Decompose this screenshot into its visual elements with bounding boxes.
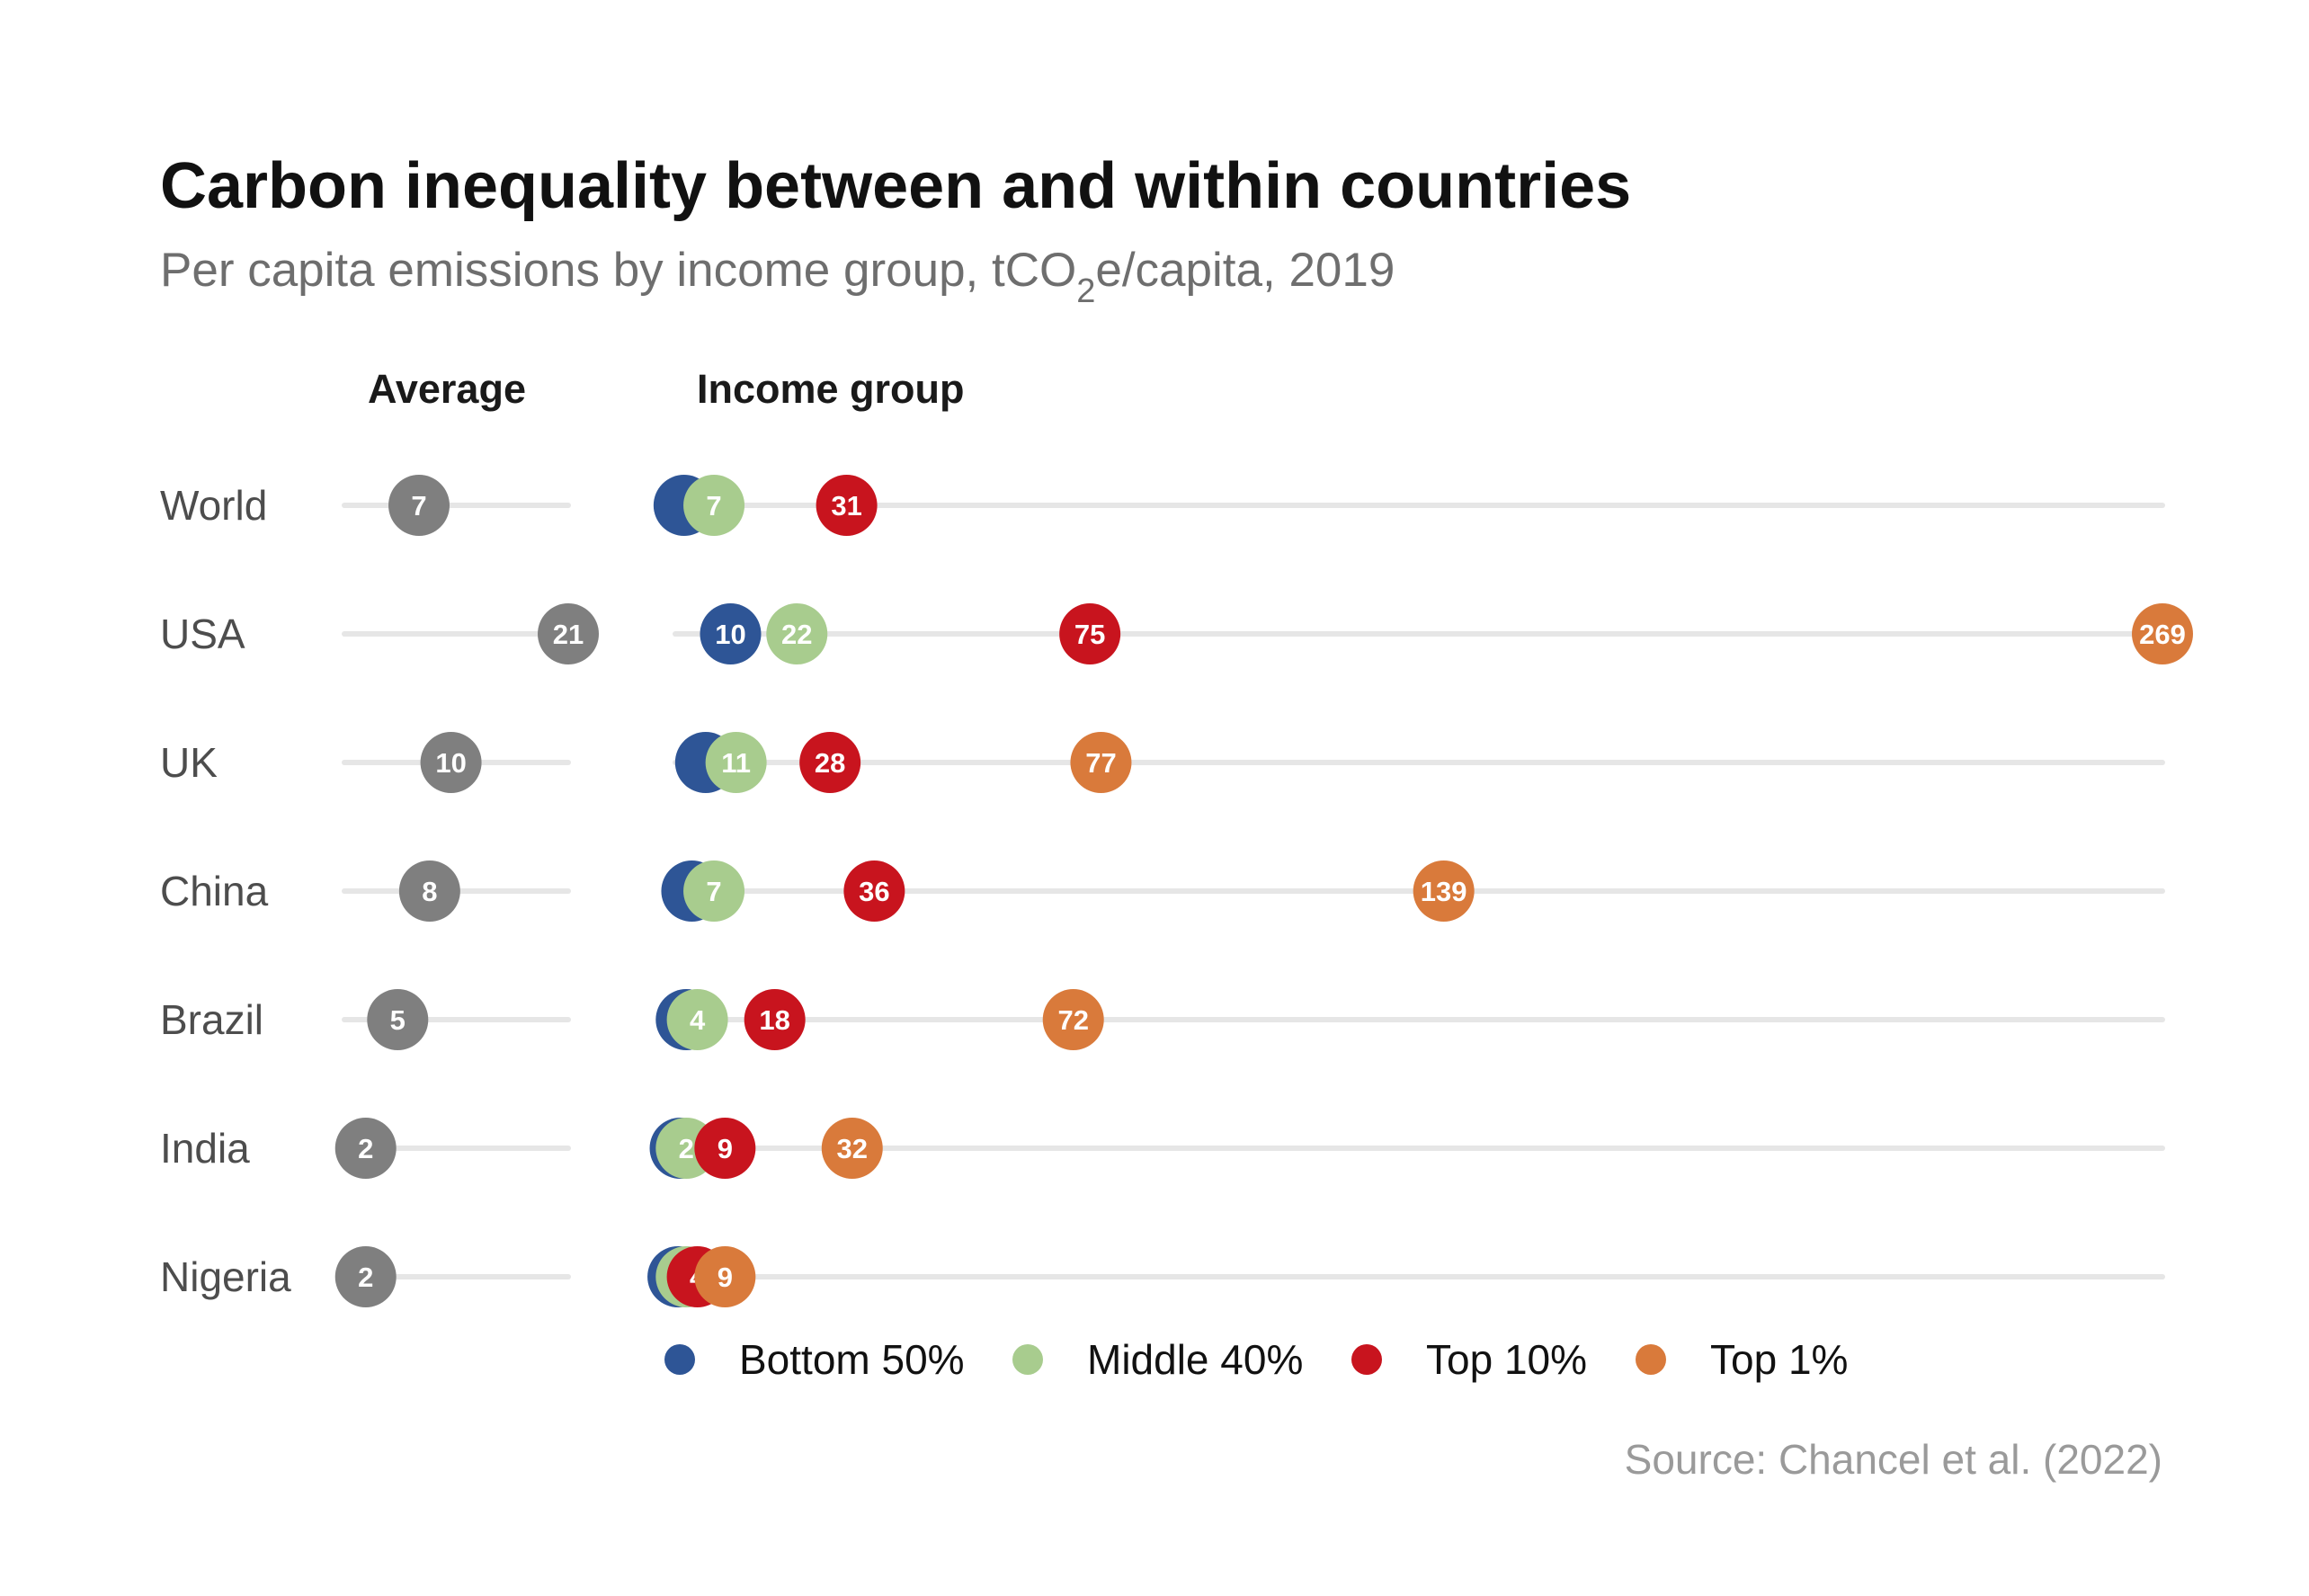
legend-swatch xyxy=(1012,1344,1043,1375)
chart-row-usa: USA 21 10 22 75 269 xyxy=(160,603,2193,664)
average-dot-label: 5 xyxy=(390,1004,406,1036)
legend-label: Top 1% xyxy=(1710,1336,1848,1383)
top10-dot-label: 31 xyxy=(831,490,861,522)
middle40-dot-label: 11 xyxy=(721,747,751,779)
chart-row-nigeria: Nigeria2249 xyxy=(160,1246,2165,1307)
average-dot-label: 21 xyxy=(553,619,584,650)
legend-item-top10: Top 10% xyxy=(1351,1336,1587,1383)
average-dot-label: 2 xyxy=(358,1262,373,1293)
middle40-dot-label: 7 xyxy=(706,876,721,907)
bottom50-dot xyxy=(700,603,762,664)
middle40-dot-label: 2 xyxy=(679,1133,694,1164)
average-dot xyxy=(538,603,599,664)
chart-subtitle: Per capita emissions by income group, tC… xyxy=(160,244,1395,310)
average-dot-label: 10 xyxy=(435,747,466,779)
subtitle-prefix: Per capita emissions by income group, tC… xyxy=(160,244,1076,297)
legend-item-middle40: Middle 40% xyxy=(1012,1336,1303,1383)
middle40-dot-label: 7 xyxy=(706,490,721,522)
income-group-header: Income group xyxy=(697,366,965,412)
top10-dot xyxy=(694,1118,756,1179)
country-label: Nigeria xyxy=(160,1253,291,1300)
top1-dot xyxy=(821,1118,883,1179)
country-label: China xyxy=(160,868,269,914)
average-dot-label: 7 xyxy=(411,490,426,522)
legend-item-top1: Top 1% xyxy=(1636,1336,1848,1383)
country-label: UK xyxy=(160,739,218,786)
average-dot xyxy=(420,732,482,793)
country-label: Brazil xyxy=(160,996,263,1043)
legend-swatch xyxy=(1636,1344,1666,1375)
average-dot xyxy=(334,1246,397,1307)
top10-dot-label: 28 xyxy=(815,747,845,779)
middle40-dot xyxy=(705,732,767,793)
average-dot-label: 2 xyxy=(358,1133,373,1164)
top1-dot-label: 32 xyxy=(837,1133,868,1164)
country-label: India xyxy=(160,1125,250,1172)
middle40-dot-label: 22 xyxy=(781,619,812,650)
chart-row-uk: UK 10 11 28 77 xyxy=(160,732,2165,793)
chart-row-world: World 7 7 31 xyxy=(160,475,2165,536)
legend-item-bottom50: Bottom 50% xyxy=(664,1336,965,1383)
top10-dot xyxy=(1059,603,1121,664)
top10-dot xyxy=(744,989,806,1050)
average-header: Average xyxy=(368,366,526,412)
legend-swatch xyxy=(664,1344,695,1375)
top1-dot-label: 9 xyxy=(718,1262,733,1293)
average-dot xyxy=(388,475,450,536)
subtitle-suffix: e/capita, 2019 xyxy=(1095,244,1395,297)
chart-title: Carbon inequality between and within cou… xyxy=(160,150,1631,222)
legend: Bottom 50% Middle 40% Top 10% Top 1% xyxy=(664,1336,1848,1383)
top10-dot-label: 75 xyxy=(1074,619,1105,650)
average-dot xyxy=(367,989,429,1050)
top1-dot-label: 77 xyxy=(1085,747,1116,779)
average-dot xyxy=(334,1118,397,1179)
top10-dot-label: 18 xyxy=(759,1004,789,1036)
top1-dot xyxy=(1413,860,1475,922)
average-dot xyxy=(398,860,460,922)
middle40-dot xyxy=(766,603,828,664)
subtitle-subscript: 2 xyxy=(1076,272,1095,310)
top10-dot xyxy=(843,860,905,922)
top10-dot xyxy=(816,475,878,536)
middle40-dot xyxy=(683,475,745,536)
top1-dot-label: 72 xyxy=(1057,1004,1088,1036)
top1-dot xyxy=(1042,989,1104,1050)
bottom50-dot-label: 10 xyxy=(715,619,745,650)
top1-dot-label: 269 xyxy=(2139,619,2186,650)
legend-label: Middle 40% xyxy=(1087,1336,1303,1383)
chart-row-china: China 8 7 36 139 xyxy=(160,860,2165,922)
country-label: World xyxy=(160,482,267,529)
top1-dot xyxy=(1070,732,1132,793)
middle40-dot xyxy=(683,860,745,922)
country-label: USA xyxy=(160,611,245,657)
average-dot-label: 8 xyxy=(422,876,437,907)
top10-dot-label: 36 xyxy=(859,876,889,907)
top1-dot-label: 139 xyxy=(1421,876,1467,907)
chart-row-brazil: Brazil 5 4 18 72 xyxy=(160,989,2165,1050)
top1-dot xyxy=(694,1246,756,1307)
middle40-dot xyxy=(666,989,728,1050)
chart-row-india: India 2 2 9 32 xyxy=(160,1118,2165,1179)
legend-swatch xyxy=(1351,1344,1382,1375)
top10-dot xyxy=(799,732,861,793)
legend-label: Bottom 50% xyxy=(739,1336,965,1383)
top10-dot-label: 9 xyxy=(718,1133,733,1164)
top1-dot xyxy=(2132,603,2193,664)
legend-label: Top 10% xyxy=(1426,1336,1587,1383)
middle40-dot-label: 4 xyxy=(690,1004,706,1036)
source-note: Source: Chancel et al. (2022) xyxy=(1625,1436,2162,1483)
